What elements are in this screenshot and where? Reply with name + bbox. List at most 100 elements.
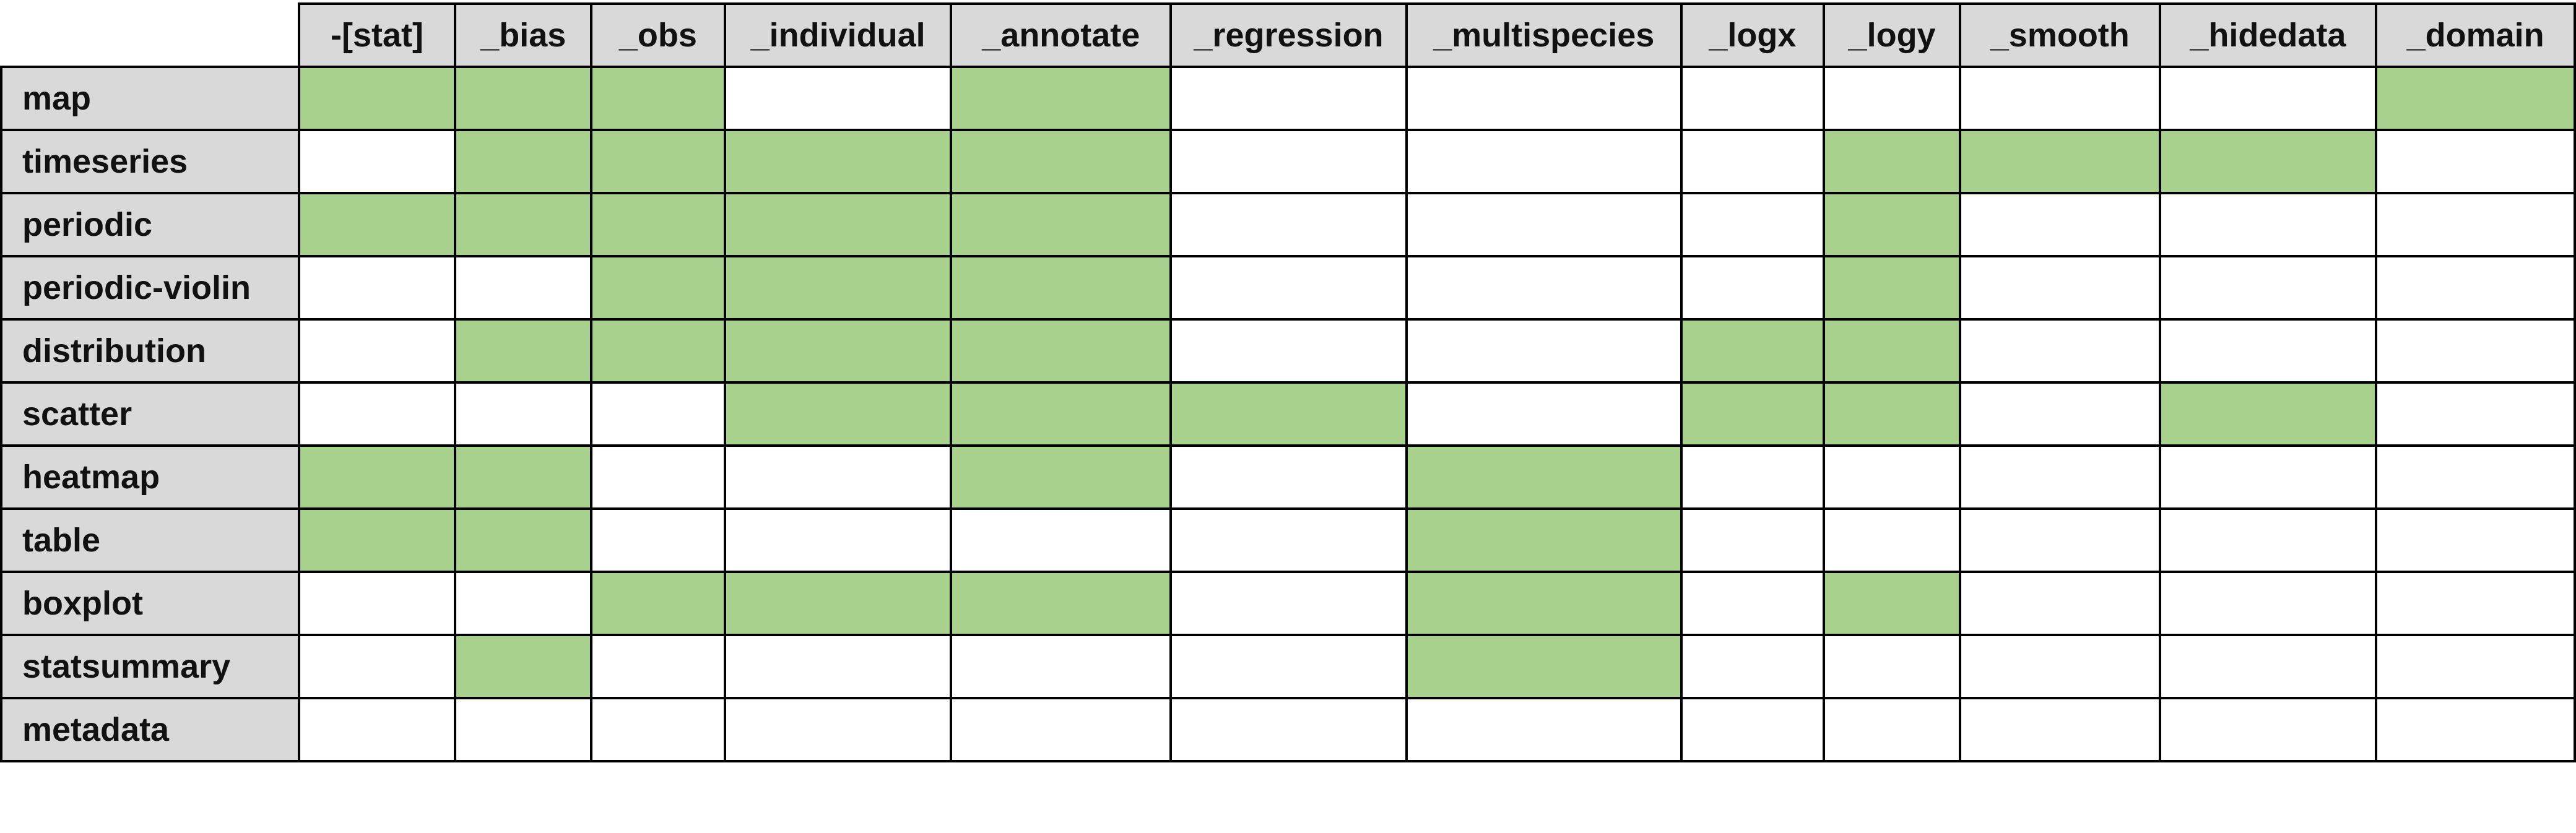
supported-cell xyxy=(590,318,726,384)
row-header: table xyxy=(0,507,300,573)
supported-cell xyxy=(297,66,457,131)
table-row: scatter xyxy=(0,381,2576,447)
supported-cell xyxy=(454,192,593,257)
supported-cell xyxy=(590,66,726,131)
row-header: distribution xyxy=(0,318,300,384)
empty-cell xyxy=(2158,634,2378,699)
header-row: -[stat] _bias _obs _individual _annotate _reg… xyxy=(1,2,2576,68)
empty-cell xyxy=(454,697,593,762)
empty-cell xyxy=(454,381,593,447)
corner-cell xyxy=(1,4,300,68)
table-row: table xyxy=(0,507,2576,573)
empty-cell xyxy=(1169,634,1408,699)
empty-cell xyxy=(2375,634,2576,699)
empty-cell xyxy=(723,444,953,510)
compatibility-table: -[stat] _bias _obs _individual _annotate _reg… xyxy=(0,2,2576,762)
empty-cell xyxy=(1958,507,2161,573)
supported-cell xyxy=(1823,192,1961,257)
row-header: boxplot xyxy=(0,571,300,636)
empty-cell xyxy=(297,697,457,762)
empty-cell xyxy=(1169,571,1408,636)
empty-cell xyxy=(2375,192,2576,257)
supported-cell xyxy=(950,571,1173,636)
table-body: map timeseries periodic periodic-violin dist… xyxy=(0,66,2576,762)
empty-cell xyxy=(2375,255,2576,321)
supported-cell xyxy=(1680,381,1826,447)
row-header: periodic xyxy=(0,192,300,257)
empty-cell xyxy=(297,318,457,384)
column-header: _domain xyxy=(2375,2,2576,68)
empty-cell xyxy=(1169,129,1408,194)
empty-cell xyxy=(1405,697,1683,762)
empty-cell xyxy=(1958,444,2161,510)
empty-cell xyxy=(2375,381,2576,447)
supported-cell xyxy=(454,66,593,131)
empty-cell xyxy=(2158,697,2378,762)
supported-cell xyxy=(2375,66,2576,131)
table-row: periodic xyxy=(0,192,2576,257)
empty-cell xyxy=(1958,634,2161,699)
supported-cell xyxy=(590,129,726,194)
supported-cell xyxy=(2158,129,2378,194)
empty-cell xyxy=(1823,634,1961,699)
supported-cell xyxy=(950,444,1173,510)
supported-cell xyxy=(1405,507,1683,573)
supported-cell xyxy=(454,318,593,384)
empty-cell xyxy=(2158,318,2378,384)
column-header: _obs xyxy=(590,2,726,68)
empty-cell xyxy=(2158,255,2378,321)
empty-cell xyxy=(1169,192,1408,257)
empty-cell xyxy=(2158,192,2378,257)
empty-cell xyxy=(1680,255,1826,321)
table-row: statsummary xyxy=(0,634,2576,699)
supported-cell xyxy=(297,192,457,257)
supported-cell xyxy=(723,129,953,194)
supported-cell xyxy=(1823,318,1961,384)
empty-cell xyxy=(1958,318,2161,384)
column-header: _annotate xyxy=(950,2,1173,68)
column-header: _logx xyxy=(1680,2,1826,68)
empty-cell xyxy=(1680,507,1826,573)
empty-cell xyxy=(1169,66,1408,131)
empty-cell xyxy=(2375,129,2576,194)
empty-cell xyxy=(1169,255,1408,321)
supported-cell xyxy=(297,507,457,573)
column-header: -[stat] xyxy=(297,2,457,68)
supported-cell xyxy=(454,634,593,699)
empty-cell xyxy=(1405,66,1683,131)
empty-cell xyxy=(950,634,1173,699)
empty-cell xyxy=(1958,697,2161,762)
column-header: _hidedata xyxy=(2158,2,2378,68)
column-header: _individual xyxy=(723,2,953,68)
empty-cell xyxy=(1405,318,1683,384)
empty-cell xyxy=(590,634,726,699)
empty-cell xyxy=(454,255,593,321)
supported-cell xyxy=(723,571,953,636)
row-header: scatter xyxy=(0,381,300,447)
supported-cell xyxy=(454,129,593,194)
empty-cell xyxy=(1680,634,1826,699)
empty-cell xyxy=(1405,192,1683,257)
empty-cell xyxy=(1958,571,2161,636)
supported-cell xyxy=(1823,255,1961,321)
empty-cell xyxy=(1680,192,1826,257)
supported-cell xyxy=(723,318,953,384)
empty-cell xyxy=(454,571,593,636)
empty-cell xyxy=(1405,255,1683,321)
empty-cell xyxy=(1823,507,1961,573)
empty-cell xyxy=(297,634,457,699)
empty-cell xyxy=(723,507,953,573)
empty-cell xyxy=(590,697,726,762)
supported-cell xyxy=(297,444,457,510)
empty-cell xyxy=(297,255,457,321)
empty-cell xyxy=(1405,381,1683,447)
column-header: _bias xyxy=(454,2,593,68)
table-row: periodic-violin xyxy=(0,255,2576,321)
supported-cell xyxy=(950,255,1173,321)
empty-cell xyxy=(1823,66,1961,131)
empty-cell xyxy=(2158,571,2378,636)
empty-cell xyxy=(2158,66,2378,131)
supported-cell xyxy=(723,381,953,447)
empty-cell xyxy=(1958,381,2161,447)
row-header: metadata xyxy=(0,697,300,762)
